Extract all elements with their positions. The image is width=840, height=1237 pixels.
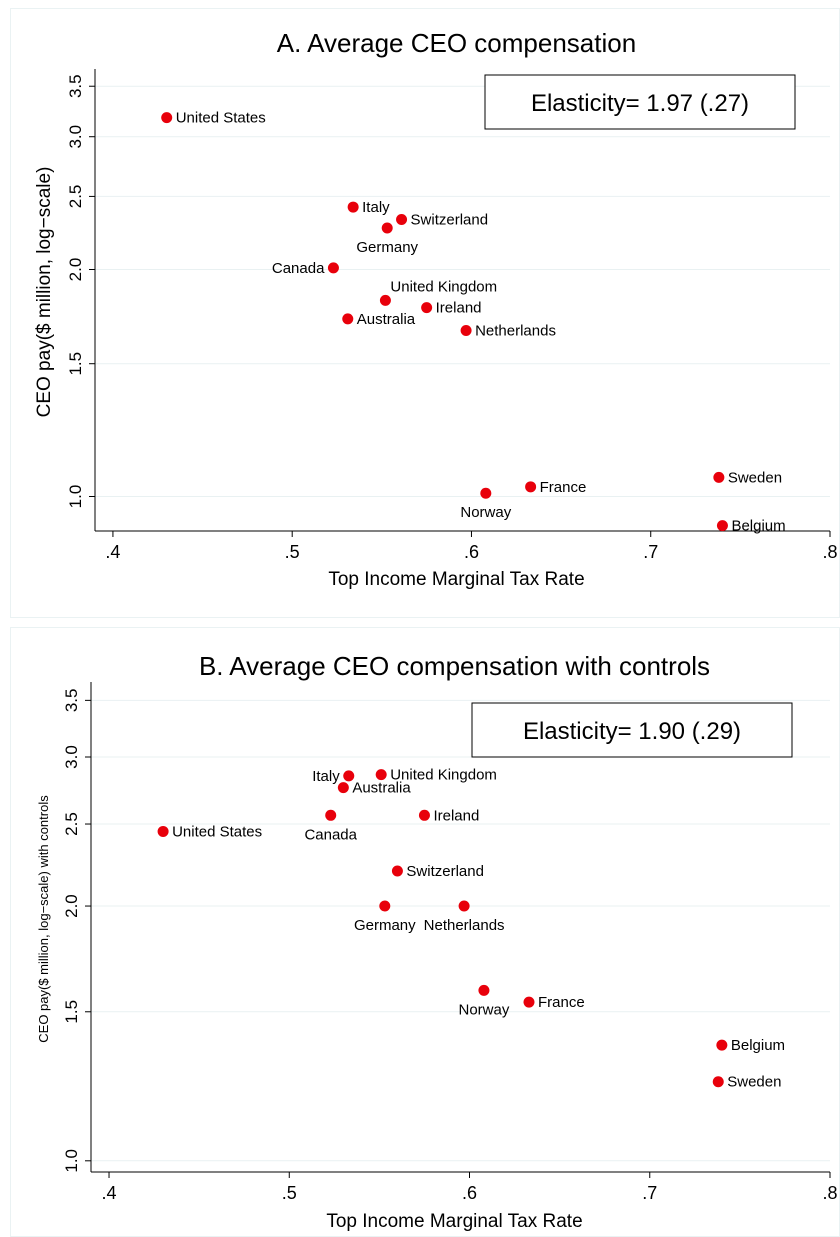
x-tick-label: .8 — [822, 542, 837, 562]
point-switzerland — [391, 865, 403, 877]
y-tick-label: 2.5 — [66, 185, 85, 209]
point-belgium — [716, 520, 728, 532]
point-label-netherlands: Netherlands — [475, 323, 556, 340]
y-tick-label: 2.0 — [66, 258, 85, 282]
point-label-italy: Italy — [312, 768, 340, 785]
point-label-switzerland: Switzerland — [411, 211, 489, 228]
point-norway — [478, 984, 490, 996]
elasticity-annotation: Elasticity= 1.90 (.29) — [523, 718, 741, 745]
y-tick-label: 1.5 — [66, 352, 85, 376]
point-label-united-states: United States — [172, 823, 262, 840]
y-tick-label: 1.5 — [62, 1000, 81, 1024]
x-tick-label: .4 — [102, 1183, 117, 1203]
point-label-france: France — [540, 479, 587, 496]
y-tick-label: 3.5 — [66, 74, 85, 98]
point-label-norway: Norway — [459, 1001, 510, 1018]
point-italy — [347, 201, 359, 213]
point-label-ireland: Ireland — [436, 300, 482, 317]
chart-panel-b: 1.0 1.5 2.0 2.5 3.0 3.5 .4 .5 .6 .7 .8 B. Average C… — [36, 651, 838, 1232]
point-switzerland — [396, 213, 408, 225]
x-tick-label: .6 — [464, 542, 479, 562]
x-tick-label: .8 — [822, 1183, 837, 1203]
point-label-belgium: Belgium — [731, 1037, 785, 1054]
point-united-kingdom — [379, 294, 391, 306]
x-axis-label: Top Income Marginal Tax Rate — [328, 569, 584, 590]
x-tick-label: .5 — [285, 542, 300, 562]
point-australia — [342, 313, 354, 325]
x-tick-label: .4 — [105, 542, 120, 562]
point-label-canada: Canada — [272, 260, 325, 277]
y-tick-label: 3.0 — [62, 745, 81, 769]
point-label-united-states: United States — [176, 110, 266, 127]
x-tick-label: .7 — [642, 1183, 657, 1203]
point-label-france: France — [538, 994, 585, 1011]
point-ireland — [418, 809, 430, 821]
y-tick-label: 1.0 — [62, 1149, 81, 1173]
point-france — [525, 481, 537, 493]
x-tick-label: .6 — [462, 1183, 477, 1203]
point-ireland — [421, 302, 433, 314]
point-label-united-kingdom: United Kingdom — [390, 278, 497, 295]
point-belgium — [716, 1039, 728, 1051]
point-label-australia: Australia — [352, 780, 411, 797]
point-label-germany: Germany — [354, 917, 416, 934]
y-axis-label: CEO pay($ million, log−scale) — [34, 167, 55, 418]
point-label-italy: Italy — [362, 199, 390, 216]
point-label-ireland: Ireland — [433, 807, 479, 824]
point-label-switzerland: Switzerland — [406, 863, 484, 880]
chart-panel-a: 1.0 1.5 2.0 2.5 3.0 3.5 .4 .5 .6 .7 .8 A. Average C… — [34, 28, 838, 590]
point-label-australia: Australia — [357, 311, 416, 328]
point-sweden — [713, 471, 725, 483]
point-united-states — [161, 112, 173, 124]
y-tick-label: 3.0 — [66, 125, 85, 149]
point-united-states — [157, 825, 169, 837]
y-tick-label: 1.0 — [66, 485, 85, 509]
y-tick-label: 2.0 — [62, 894, 81, 918]
point-sweden — [712, 1076, 724, 1088]
point-australia — [337, 782, 349, 794]
chart-title: A. Average CEO compensation — [277, 28, 636, 58]
point-netherlands — [458, 900, 470, 912]
point-label-canada: Canada — [304, 826, 357, 843]
point-label-netherlands: Netherlands — [424, 917, 505, 934]
point-label-sweden: Sweden — [727, 1074, 781, 1091]
y-tick-label: 2.5 — [62, 812, 81, 836]
point-label-sweden: Sweden — [728, 469, 782, 486]
elasticity-annotation: Elasticity= 1.97 (.27) — [531, 90, 749, 117]
point-germany — [381, 222, 393, 234]
point-label-norway: Norway — [460, 504, 511, 521]
point-label-belgium: Belgium — [731, 518, 785, 535]
x-axis-label: Top Income Marginal Tax Rate — [326, 1211, 582, 1232]
point-france — [523, 996, 535, 1008]
point-canada — [327, 262, 339, 274]
point-canada — [325, 809, 337, 821]
point-netherlands — [460, 325, 472, 337]
point-norway — [480, 487, 492, 499]
x-tick-label: .5 — [282, 1183, 297, 1203]
y-axis-label: CEO pay($ million, log−scale) with contr… — [36, 795, 51, 1043]
point-label-united-kingdom: United Kingdom — [390, 767, 497, 784]
point-label-germany: Germany — [356, 239, 418, 256]
chart-title: B. Average CEO compensation with control… — [199, 651, 710, 681]
elasticity-box — [471, 702, 793, 758]
elasticity-box — [484, 74, 796, 130]
point-united-kingdom — [375, 769, 387, 781]
y-tick-label: 3.5 — [62, 689, 81, 713]
point-italy — [343, 770, 355, 782]
x-tick-label: .7 — [643, 542, 658, 562]
point-germany — [379, 900, 391, 912]
